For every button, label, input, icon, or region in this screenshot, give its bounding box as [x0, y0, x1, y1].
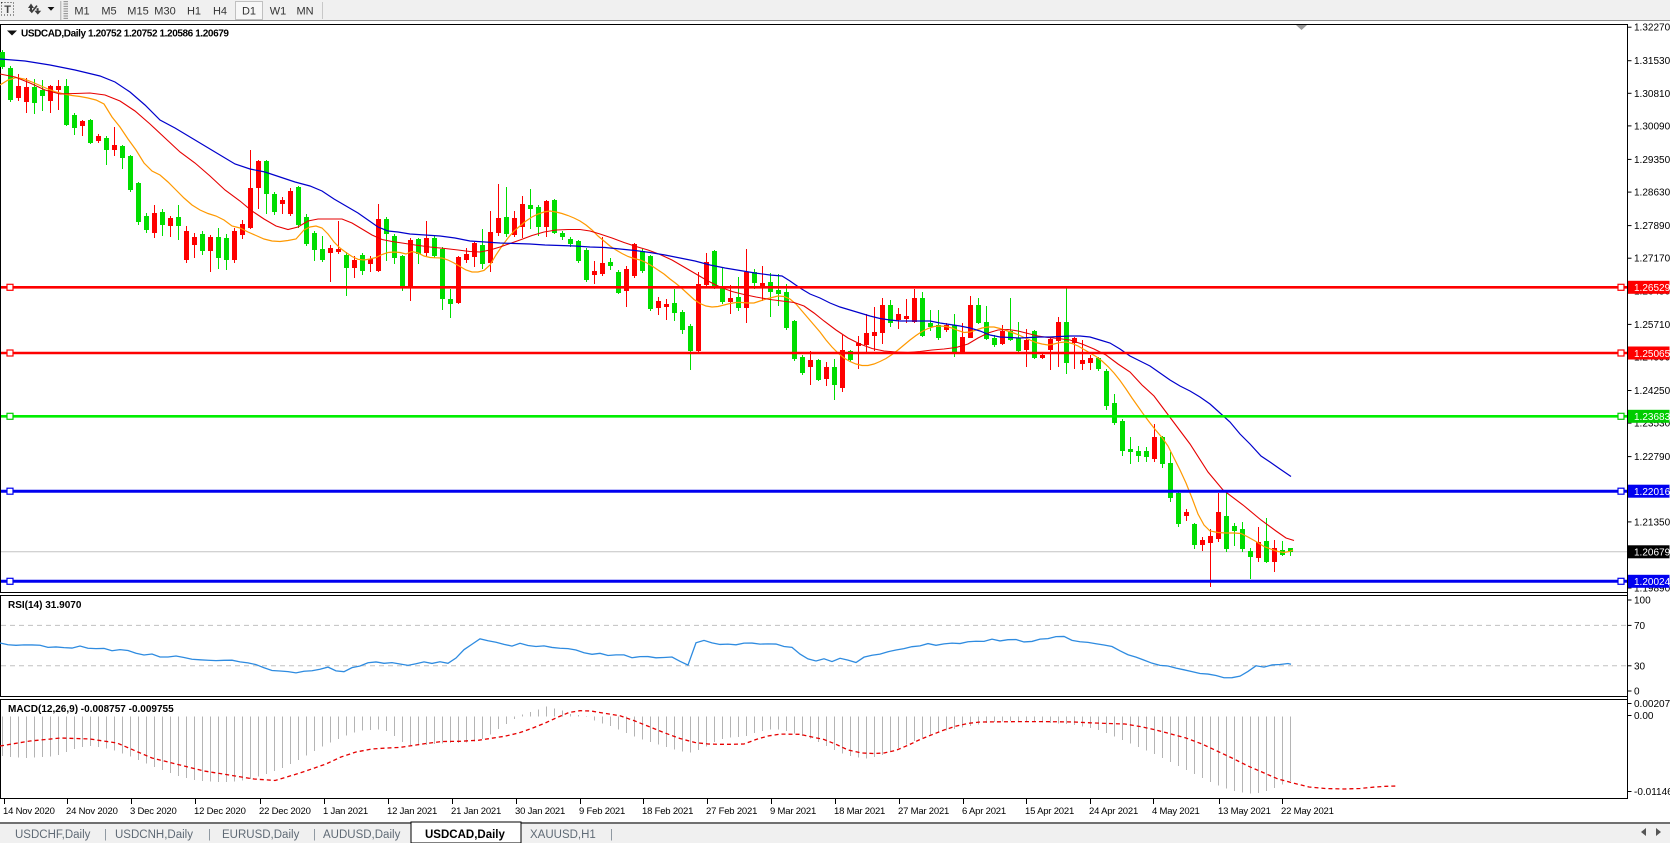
svg-text:USDCNH,Daily: USDCNH,Daily: [115, 829, 193, 841]
svg-text:MN: MN: [296, 6, 313, 18]
svg-text:1.26529: 1.26529: [1634, 283, 1670, 294]
svg-text:100: 100: [1634, 596, 1651, 607]
svg-text:1.31530: 1.31530: [1634, 56, 1670, 67]
svg-text:EURUSD,Daily: EURUSD,Daily: [222, 829, 300, 841]
svg-text:1.24250: 1.24250: [1634, 386, 1670, 397]
svg-text:AUDUSD,Daily: AUDUSD,Daily: [323, 829, 401, 841]
svg-text:|: |: [313, 829, 316, 841]
svg-text:27 Feb 2021: 27 Feb 2021: [706, 806, 757, 817]
svg-text:H4: H4: [213, 6, 227, 18]
svg-text:|: |: [104, 829, 107, 841]
svg-text:USDCHF,Daily: USDCHF,Daily: [15, 829, 91, 841]
svg-text:M5: M5: [101, 6, 116, 18]
svg-text:T: T: [4, 4, 11, 16]
svg-text:MACD(12,26,9) -0.008757 -0.009: MACD(12,26,9) -0.008757 -0.009755: [8, 704, 174, 715]
svg-text:USDCAD,Daily 1.20752 1.20752: USDCAD,Daily 1.20752 1.20752 1.20586 1.2…: [21, 29, 229, 40]
svg-text:12 Jan 2021: 12 Jan 2021: [387, 806, 437, 817]
svg-text:1.19890: 1.19890: [1634, 584, 1670, 595]
svg-text:W1: W1: [270, 6, 287, 18]
svg-text:|: |: [610, 829, 613, 841]
svg-text:18 Mar 2021: 18 Mar 2021: [834, 806, 885, 817]
svg-text:13 May 2021: 13 May 2021: [1218, 806, 1271, 817]
svg-text:15 Apr 2021: 15 Apr 2021: [1025, 806, 1074, 817]
svg-text:24 Nov 2020: 24 Nov 2020: [66, 806, 118, 817]
svg-text:18 Feb 2021: 18 Feb 2021: [642, 806, 693, 817]
svg-text:USDCAD,Daily: USDCAD,Daily: [425, 829, 505, 841]
svg-text:M1: M1: [74, 6, 89, 18]
svg-text:M30: M30: [154, 6, 175, 18]
svg-text:RSI(14) 31.9070: RSI(14) 31.9070: [8, 600, 82, 611]
svg-text:1.23530: 1.23530: [1634, 419, 1670, 430]
svg-text:27 Mar 2021: 27 Mar 2021: [898, 806, 949, 817]
svg-text:1.25710: 1.25710: [1634, 320, 1670, 331]
svg-text:-0.011462: -0.011462: [1634, 787, 1670, 798]
svg-text:22 Dec 2020: 22 Dec 2020: [259, 806, 311, 817]
svg-text:3 Dec 2020: 3 Dec 2020: [130, 806, 177, 817]
svg-text:6 Apr 2021: 6 Apr 2021: [962, 806, 1006, 817]
svg-text:1.28630: 1.28630: [1634, 188, 1670, 199]
svg-text:1 Jan 2021: 1 Jan 2021: [323, 806, 368, 817]
svg-text:1.29350: 1.29350: [1634, 155, 1670, 166]
svg-text:1.23683: 1.23683: [1634, 412, 1670, 423]
svg-text:M15: M15: [127, 6, 148, 18]
svg-text:1.22016: 1.22016: [1634, 487, 1670, 498]
svg-text:1.32270: 1.32270: [1634, 23, 1670, 34]
svg-text:1.22790: 1.22790: [1634, 452, 1670, 463]
svg-text:1.21350: 1.21350: [1634, 517, 1670, 528]
svg-text:D1: D1: [242, 6, 256, 18]
svg-text:0.002074: 0.002074: [1634, 699, 1670, 710]
svg-text:1.30090: 1.30090: [1634, 121, 1670, 132]
svg-text:30: 30: [1634, 661, 1646, 672]
svg-text:4 May 2021: 4 May 2021: [1152, 806, 1200, 817]
svg-text:9 Mar 2021: 9 Mar 2021: [770, 806, 816, 817]
svg-text:1.27170: 1.27170: [1634, 254, 1670, 265]
svg-text:24 Apr 2021: 24 Apr 2021: [1089, 806, 1138, 817]
svg-text:H1: H1: [187, 6, 201, 18]
svg-text:1.27890: 1.27890: [1634, 221, 1670, 232]
svg-text:14 Nov 2020: 14 Nov 2020: [3, 806, 55, 817]
svg-text:0: 0: [1634, 687, 1640, 698]
svg-text:21 Jan 2021: 21 Jan 2021: [451, 806, 501, 817]
svg-text:0.00: 0.00: [1634, 711, 1654, 722]
svg-text:70: 70: [1634, 621, 1646, 632]
svg-text:12 Dec 2020: 12 Dec 2020: [194, 806, 246, 817]
svg-text:1.20679: 1.20679: [1634, 548, 1670, 559]
svg-text:|: |: [208, 829, 211, 841]
svg-text:22 May 2021: 22 May 2021: [1281, 806, 1334, 817]
svg-text:1.20024: 1.20024: [1634, 577, 1670, 588]
svg-text:1.30810: 1.30810: [1634, 89, 1670, 100]
svg-text:1.25065: 1.25065: [1634, 349, 1670, 360]
svg-text:30 Jan 2021: 30 Jan 2021: [515, 806, 565, 817]
svg-text:XAUUSD,H1: XAUUSD,H1: [530, 829, 596, 841]
svg-text:9 Feb 2021: 9 Feb 2021: [579, 806, 625, 817]
